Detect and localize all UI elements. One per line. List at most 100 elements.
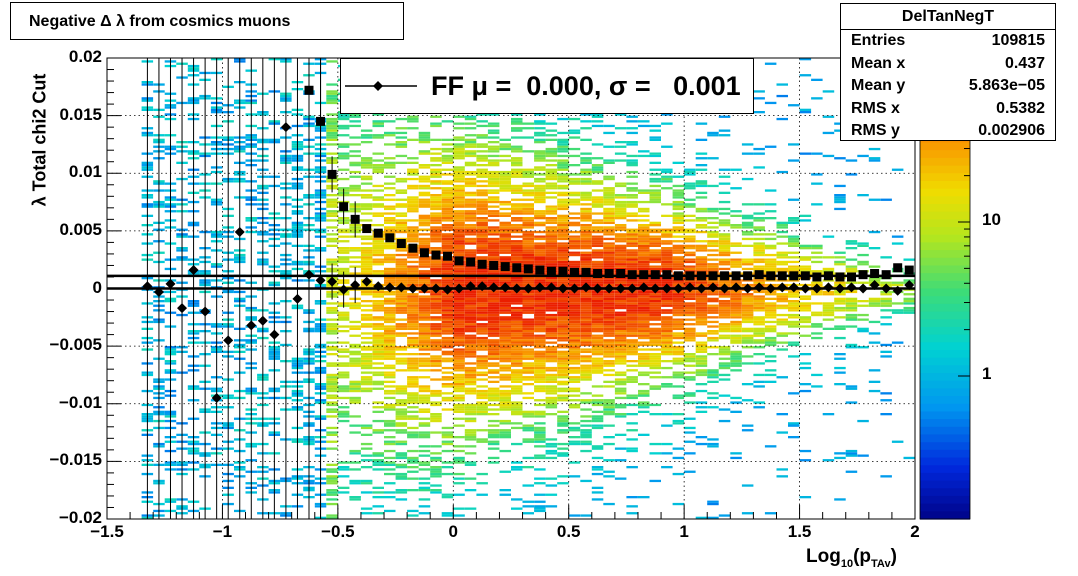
- heatmap-cell: [487, 256, 500, 259]
- heatmap-cell: [649, 332, 661, 335]
- heatmap-cell: [707, 500, 719, 503]
- heatmap-cell: [430, 489, 442, 492]
- heatmap-cell: [568, 164, 581, 167]
- heatmap-cell: [591, 120, 604, 123]
- heatmap-cell: [707, 336, 719, 340]
- heatmap-cell: [511, 426, 523, 430]
- heatmap-cell: [811, 373, 823, 377]
- heatmap-cell: [395, 325, 408, 328]
- heatmap-cell: [776, 117, 788, 121]
- heatmap-cell: [349, 164, 361, 167]
- heatmap-cell: [661, 247, 673, 250]
- heatmap-cell: [418, 512, 431, 515]
- heatmap-cell: [360, 194, 373, 197]
- heatmap-cell: [441, 198, 454, 201]
- heatmap-cell: [661, 343, 673, 347]
- heatmap-cell: [384, 258, 396, 261]
- heatmap-cell: [487, 350, 500, 353]
- heatmap-cell: [603, 403, 615, 407]
- heatmap-cell: [441, 120, 454, 123]
- heatmap-cell: [591, 244, 604, 247]
- heatmap-cell: [672, 212, 685, 215]
- heatmap-cell: [718, 200, 731, 204]
- heatmap-cell: [453, 336, 465, 340]
- heatmap-cell: [326, 346, 338, 349]
- heatmap-cell: [395, 413, 408, 416]
- heatmap-cell: [545, 253, 558, 257]
- heatmap-cell: [372, 302, 384, 305]
- heatmap-cell: [695, 300, 708, 303]
- heatmap-cell: [326, 311, 338, 314]
- heatmap-cell: [649, 168, 661, 171]
- heatmap-cell: [707, 306, 719, 310]
- heatmap-cell: [672, 373, 685, 377]
- heatmap-cell: [534, 152, 546, 155]
- heatmap-cell: [464, 353, 477, 356]
- heatmap-cell: [580, 300, 592, 303]
- heatmap-cell: [638, 200, 650, 204]
- heatmap-cell: [649, 343, 661, 347]
- heatmap-cell: [649, 479, 661, 483]
- heatmap-cell: [695, 343, 708, 347]
- heatmap-cell: [649, 304, 661, 307]
- heatmap-cell: [614, 281, 627, 284]
- heatmap-cell: [487, 419, 500, 423]
- heatmap-cell: [845, 385, 858, 388]
- heatmap-cell: [522, 353, 534, 356]
- heatmap-cell: [372, 251, 384, 254]
- heatmap-cell: [764, 279, 777, 282]
- heatmap-cell: [476, 330, 488, 333]
- heatmap-cell: [441, 392, 454, 395]
- heatmap-cell: [511, 187, 523, 190]
- heatmap-cell: [638, 318, 650, 321]
- heatmap-cell: [788, 265, 800, 268]
- heatmap-cell: [591, 357, 604, 360]
- heatmap-cell: [557, 431, 569, 434]
- heatmap-cell: [638, 306, 650, 310]
- heatmap-cell: [614, 320, 627, 324]
- heatmap-cell: [672, 413, 685, 416]
- heatmap-cell: [534, 306, 546, 310]
- heatmap-cell: [776, 297, 788, 300]
- heatmap-cell: [764, 316, 777, 319]
- heatmap-cell: [407, 295, 419, 298]
- heatmap-cell: [337, 362, 350, 365]
- heatmap-cell: [603, 267, 615, 271]
- heatmap-cell: [661, 316, 673, 319]
- heatmap-cell: [430, 417, 442, 420]
- heatmap-cell: [511, 369, 523, 372]
- heatmap-cell: [661, 346, 673, 349]
- heatmap-cell: [834, 293, 846, 296]
- heatmap-cell: [395, 417, 408, 420]
- heatmap-cell: [441, 408, 454, 411]
- heatmap-cell: [522, 325, 534, 328]
- heatmap-cell: [441, 295, 454, 298]
- heatmap-cell: [326, 143, 338, 146]
- heatmap-cell: [430, 311, 442, 314]
- heatmap-cell: [718, 168, 731, 171]
- heatmap-cell: [487, 429, 500, 432]
- heatmap-cell: [614, 226, 627, 229]
- heatmap-cell: [788, 422, 800, 425]
- heatmap-cell: [557, 339, 569, 342]
- heatmap-cell: [753, 267, 765, 271]
- heatmap-cell: [487, 240, 500, 243]
- heatmap-cell: [614, 182, 627, 185]
- heatmap-cell: [522, 233, 534, 236]
- heatmap-cell: [511, 279, 523, 282]
- heatmap-cell: [707, 258, 719, 261]
- heatmap-cell: [649, 200, 661, 204]
- heatmap-cell: [430, 318, 442, 321]
- heatmap-cell: [741, 339, 754, 342]
- heatmap-cell: [441, 433, 454, 436]
- heatmap-cell: [580, 235, 592, 238]
- heatmap-cell: [464, 233, 477, 236]
- heatmap-cell: [441, 242, 454, 245]
- heatmap-cell: [487, 175, 500, 178]
- heatmap-cell: [464, 461, 477, 464]
- heatmap-cell: [672, 376, 685, 379]
- heatmap-cell: [384, 311, 396, 314]
- heatmap-cell: [476, 189, 488, 192]
- heatmap-cell: [661, 187, 673, 190]
- heatmap-cell: [822, 304, 835, 307]
